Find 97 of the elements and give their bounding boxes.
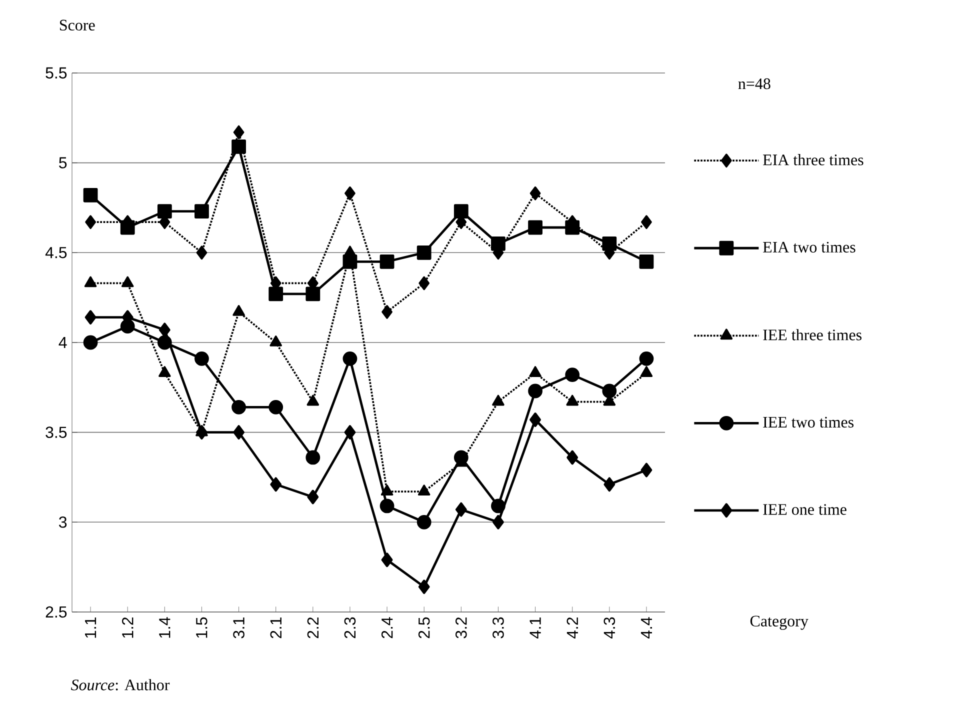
point [83,188,98,202]
point [380,254,394,269]
point [120,220,135,235]
point [491,236,506,251]
point [268,400,284,414]
point [639,254,654,269]
point [641,215,652,230]
x-tick-label: 1.1 [85,617,96,638]
point [306,394,320,406]
x-tick-label: 2.5 [418,617,430,638]
point [492,394,504,406]
x-tick-label: 4.3 [604,617,616,639]
point [194,204,209,219]
point [381,552,393,568]
point [640,366,653,377]
point [157,335,172,350]
point [418,276,430,290]
x-tick-label: 2.1 [270,617,282,638]
point [566,394,578,406]
point [233,425,244,440]
point [157,204,172,219]
point [418,580,430,594]
point [382,305,392,319]
point [492,514,504,530]
point [528,220,542,235]
point [530,412,541,427]
point [416,245,432,260]
y-tick-label: 4.5 [45,247,67,258]
x-tick-label: 1.2 [122,618,134,638]
point [640,462,652,478]
point [528,384,542,398]
legend-label: IEE three times [763,329,862,340]
text: Source: Author [70,679,170,690]
y-tick-label: 5 [59,157,67,168]
text: Category [750,616,808,630]
point [565,220,580,235]
point [639,351,654,366]
point [454,450,468,465]
x-tick-label: 4.4 [640,617,652,639]
legend-label: IEE one time [763,504,846,515]
point [604,477,616,492]
point [529,366,542,377]
y-tick-label: 3.5 [46,426,67,438]
point [268,286,284,302]
y-tick-label: 5.5 [46,67,67,79]
point [344,425,356,440]
point [233,125,244,140]
point [454,204,468,219]
point [306,450,320,465]
point [232,400,246,414]
point [270,477,282,492]
point [84,276,97,288]
point [344,186,356,200]
point [565,368,580,382]
point [602,236,617,251]
point [158,366,171,377]
x-tick-label: 4.1 [530,617,541,639]
point [83,335,98,350]
point [196,425,208,440]
y-tick-label: 2.5 [46,606,67,618]
point [491,498,506,514]
y-axis-title: Score [60,20,95,31]
point [602,384,617,398]
point [85,215,96,230]
x-tick-label: 1.5 [196,617,208,638]
x-tick-label: 3.3 [492,617,504,638]
point [380,484,394,496]
point [270,336,282,346]
point [307,490,319,504]
point [342,351,358,366]
x-tick-label: 2.2 [307,618,318,638]
text: n=48 [738,78,770,90]
point [306,286,320,302]
x-tick-label: 1.4 [159,617,170,638]
point [380,498,394,514]
point [232,305,245,316]
point [84,310,96,325]
y-tick-label: 4 [58,336,67,348]
point [455,502,467,517]
point [418,484,430,496]
point [194,351,209,366]
x-tick-label: 2.4 [381,617,393,638]
x-tick-label: 4.2 [566,618,578,639]
x-tick-label: 3.2 [456,618,467,638]
legend-label: IEE two times [763,416,854,428]
point [530,186,541,200]
y-tick-label: 3 [59,516,67,528]
x-tick-label: 2.3 [344,617,356,638]
legend-label: EIA three times [763,154,864,166]
x-tick-label: 3.1 [233,617,244,638]
point [566,450,578,465]
point [196,246,208,260]
point [232,139,246,154]
point [158,322,170,338]
point [121,276,134,288]
legend-label: EIA two times [763,242,856,253]
point [416,514,432,530]
